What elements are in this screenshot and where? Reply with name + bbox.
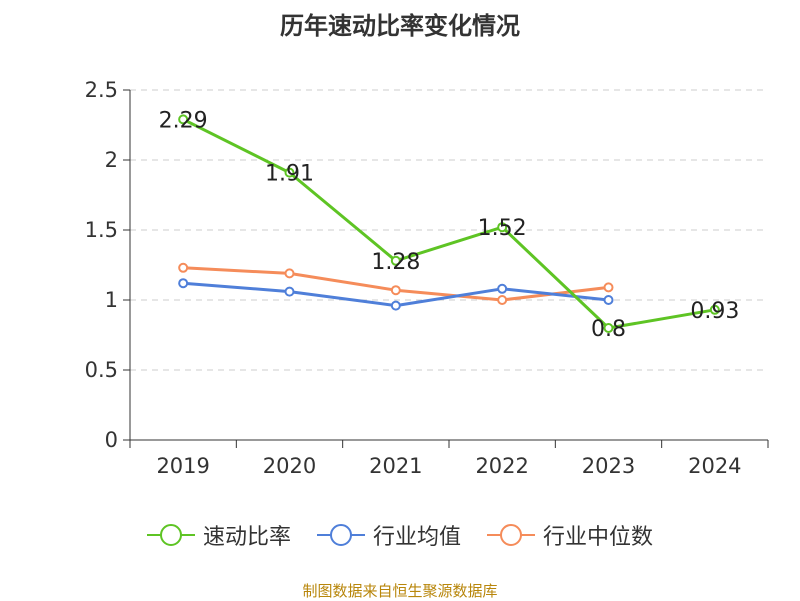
legend-label: 行业均值	[372, 525, 461, 550]
data-point	[497, 283, 508, 294]
data-label: 1.28	[371, 250, 420, 275]
data-point	[603, 295, 614, 305]
data-point	[603, 323, 614, 333]
data-label: 1.91	[265, 162, 314, 187]
data-labels-layer: 2.29 1.91 1.28 1.52 0.8 0.93	[159, 108, 740, 342]
x-tick-label: 2022	[475, 454, 528, 478]
legend-item-industry-median[interactable]: 行业中位数	[487, 519, 653, 551]
data-point	[178, 114, 189, 125]
x-tick-label: 2020	[263, 454, 316, 478]
legend-label: 速动比率	[202, 525, 291, 550]
data-label: 0.93	[690, 299, 739, 324]
y-tick-label: 0	[105, 428, 118, 452]
data-point	[284, 268, 295, 279]
legend-item-quick-ratio[interactable]: 速动比率	[146, 519, 291, 551]
x-tick-label: 2023	[582, 454, 635, 478]
y-tick-label: 1.5	[85, 218, 118, 242]
y-tick-label: 2.5	[85, 78, 118, 102]
data-label: 1.52	[478, 216, 527, 241]
chart-title: 历年速动比率变化情况	[280, 12, 520, 40]
source-note: 制图数据来自恒生聚源数据库	[302, 582, 498, 600]
data-label: 2.29	[159, 108, 208, 133]
y-tick-label: 1	[105, 288, 118, 312]
data-point	[284, 167, 295, 178]
legend-swatch-industry-mean	[316, 524, 365, 546]
data-point	[709, 304, 720, 315]
data-point	[390, 255, 401, 266]
x-tick-label: 2019	[156, 454, 209, 478]
series-layer	[178, 114, 720, 333]
x-tick-label: 2021	[369, 454, 422, 478]
data-point	[390, 300, 401, 311]
legend-swatch-quick-ratio	[146, 524, 195, 546]
legend: 速动比率 行业均值 行业中位数	[0, 519, 800, 551]
data-point	[390, 285, 401, 296]
data-point	[178, 262, 189, 273]
data-label: 0.8	[591, 317, 626, 342]
data-point	[284, 286, 295, 297]
data-point	[497, 295, 508, 305]
series-line-0	[182, 118, 716, 330]
data-point	[497, 222, 508, 233]
x-tick-label: 2024	[688, 454, 741, 478]
legend-label: 行业中位数	[543, 525, 654, 550]
legend-item-industry-mean[interactable]: 行业均值	[316, 519, 461, 551]
y-tick-label: 2	[105, 148, 118, 172]
y-tick-label: 0.5	[85, 358, 118, 382]
legend-swatch-industry-median	[487, 524, 535, 546]
data-point	[603, 282, 614, 293]
grid-lines	[130, 89, 768, 371]
data-point	[178, 278, 189, 289]
